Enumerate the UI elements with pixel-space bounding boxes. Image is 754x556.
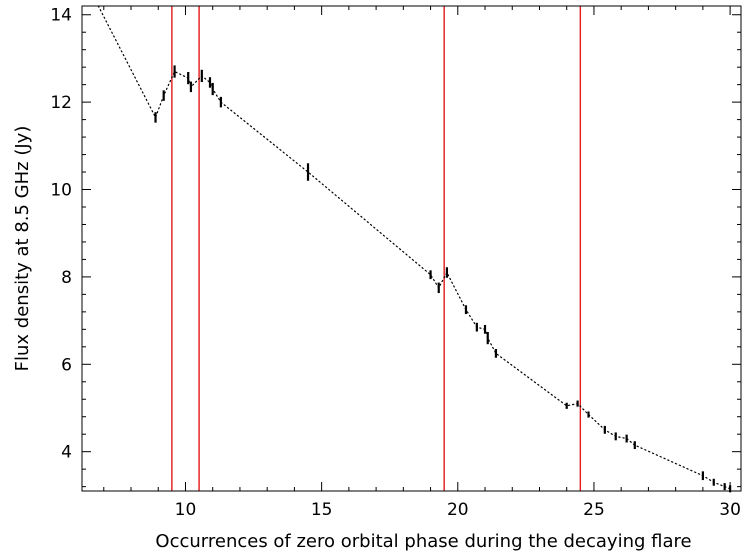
- y-tick-label: 8: [61, 268, 72, 288]
- x-axis-label: Occurrences of zero orbital phase during…: [155, 531, 691, 552]
- axis-ticks: [82, 6, 741, 491]
- x-tick-label: 25: [583, 500, 605, 520]
- x-tick-label: 15: [311, 500, 333, 520]
- series-line: [97, 5, 731, 490]
- y-tick-label: 6: [61, 355, 72, 375]
- y-tick-label: 14: [50, 6, 72, 26]
- x-tick-labels: 10 15 20 25 30: [175, 500, 741, 520]
- y-tick-label: 4: [61, 443, 72, 463]
- data-series: [97, 5, 732, 493]
- y-axis-label: Flux density at 8.5 GHz (Jy): [12, 126, 33, 372]
- plot-frame: [81, 5, 742, 492]
- x-tick-label: 10: [175, 500, 197, 520]
- x-tick-label: 30: [719, 500, 741, 520]
- y-tick-labels: 4 6 8 10 12 14: [50, 6, 72, 463]
- x-tick-label: 20: [447, 500, 469, 520]
- y-tick-label: 10: [50, 181, 72, 201]
- y-tick-label: 12: [50, 93, 72, 113]
- vertical-reference-lines: [171, 6, 582, 491]
